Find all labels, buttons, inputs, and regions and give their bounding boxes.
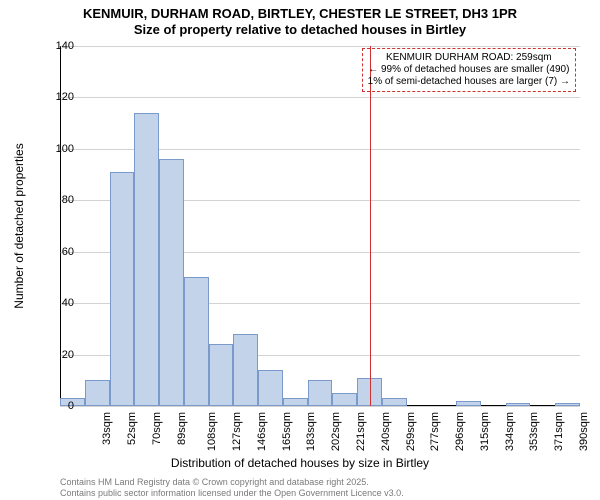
- y-tick-label: 20: [34, 349, 74, 361]
- y-tick-label: 60: [34, 246, 74, 258]
- x-tick-label: 240sqm: [380, 412, 392, 451]
- y-tick-label: 100: [34, 143, 74, 155]
- chart-title-line1: KENMUIR, DURHAM ROAD, BIRTLEY, CHESTER L…: [0, 6, 600, 21]
- x-tick-label: 146sqm: [256, 412, 268, 451]
- gridline-h: [60, 46, 580, 47]
- histogram-bar: [159, 159, 184, 406]
- footer-text: Contains HM Land Registry data © Crown c…: [60, 477, 404, 498]
- x-tick-label: 52sqm: [126, 412, 138, 445]
- plot-area: KENMUIR DURHAM ROAD: 259sqm← 99% of deta…: [60, 46, 580, 406]
- x-tick-label: 89sqm: [176, 412, 188, 445]
- histogram-bar: [555, 403, 580, 406]
- annotation-box: KENMUIR DURHAM ROAD: 259sqm← 99% of deta…: [362, 48, 576, 92]
- x-tick-label: 371sqm: [553, 412, 565, 451]
- x-tick-label: 296sqm: [454, 412, 466, 451]
- x-tick-label: 334sqm: [504, 412, 516, 451]
- footer-line2: Contains public sector information licen…: [60, 488, 404, 498]
- annotation-line: 1% of semi-detached houses are larger (7…: [368, 76, 570, 88]
- histogram-bar: [382, 398, 407, 406]
- histogram-bar: [233, 334, 258, 406]
- x-tick-label: 202sqm: [330, 412, 342, 451]
- x-tick-label: 165sqm: [281, 412, 293, 451]
- x-tick-label: 108sqm: [207, 412, 219, 451]
- y-tick-label: 80: [34, 194, 74, 206]
- histogram-bar: [209, 344, 234, 406]
- y-tick-label: 0: [34, 400, 74, 412]
- histogram-bar: [184, 277, 209, 406]
- histogram-bar: [134, 113, 159, 406]
- title-block: KENMUIR, DURHAM ROAD, BIRTLEY, CHESTER L…: [0, 6, 600, 37]
- annotation-line: KENMUIR DURHAM ROAD: 259sqm: [368, 52, 570, 64]
- x-tick-label: 315sqm: [479, 412, 491, 451]
- x-tick-label: 259sqm: [405, 412, 417, 451]
- x-tick-label: 353sqm: [528, 412, 540, 451]
- histogram-bar: [332, 393, 357, 406]
- histogram-bar: [85, 380, 110, 406]
- histogram-bar: [110, 172, 135, 406]
- y-tick-label: 40: [34, 297, 74, 309]
- x-tick-label: 33sqm: [101, 412, 113, 445]
- y-axis-label: Number of detached properties: [12, 143, 26, 308]
- gridline-h: [60, 406, 580, 407]
- x-tick-label: 183sqm: [306, 412, 318, 451]
- chart-title-line2: Size of property relative to detached ho…: [0, 22, 600, 37]
- footer-line1: Contains HM Land Registry data © Crown c…: [60, 477, 404, 487]
- y-tick-label: 120: [34, 91, 74, 103]
- x-tick-label: 277sqm: [429, 412, 441, 451]
- x-tick-label: 221sqm: [355, 412, 367, 451]
- annotation-line: ← 99% of detached houses are smaller (49…: [368, 64, 570, 76]
- histogram-bar: [308, 380, 333, 406]
- histogram-bar: [506, 403, 531, 406]
- x-tick-label: 390sqm: [578, 412, 590, 451]
- x-tick-label: 127sqm: [231, 412, 243, 451]
- y-tick-label: 140: [34, 40, 74, 52]
- x-axis-label: Distribution of detached houses by size …: [0, 456, 600, 470]
- histogram-bar: [283, 398, 308, 406]
- annotation-marker-line: [370, 46, 371, 406]
- histogram-bar: [456, 401, 481, 406]
- x-tick-label: 70sqm: [151, 412, 163, 445]
- histogram-bar: [258, 370, 283, 406]
- gridline-h: [60, 97, 580, 98]
